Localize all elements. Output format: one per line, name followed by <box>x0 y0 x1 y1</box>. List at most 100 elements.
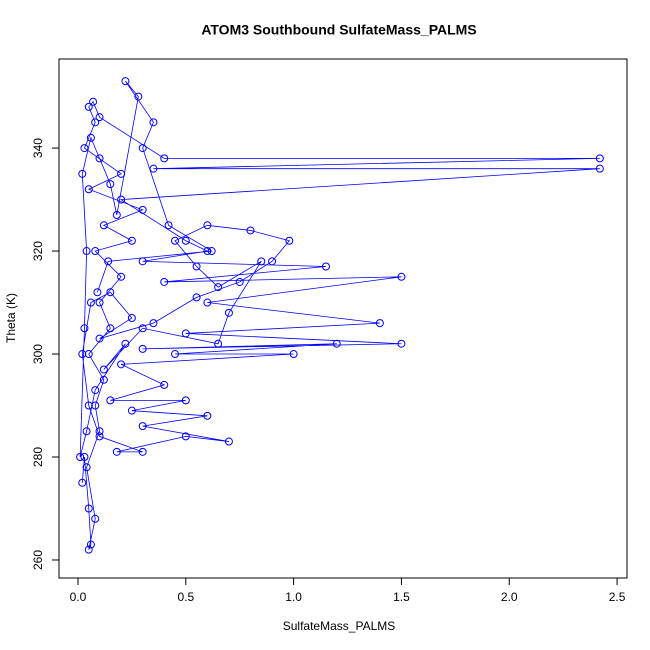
data-point <box>82 427 91 436</box>
data-point <box>134 92 143 101</box>
data-point <box>89 97 98 106</box>
x-tick-label: 2.0 <box>501 590 518 604</box>
data-point <box>127 236 136 245</box>
data-point <box>117 195 126 204</box>
data-point <box>80 324 89 333</box>
data-point <box>181 432 190 441</box>
data-point <box>82 247 91 256</box>
data-point <box>95 113 104 122</box>
data-point <box>192 293 201 302</box>
data-point <box>138 422 147 431</box>
data-point <box>181 396 190 405</box>
data-point <box>91 386 100 395</box>
data-point <box>375 319 384 328</box>
data-point <box>76 453 85 462</box>
data-point <box>192 262 201 271</box>
data-point <box>160 277 169 286</box>
data-point <box>257 257 266 266</box>
y-tick-label: 280 <box>31 447 45 467</box>
plot-frame <box>58 58 628 579</box>
data-point <box>127 406 136 415</box>
data-point <box>95 427 104 436</box>
data-point <box>138 144 147 153</box>
data-point <box>80 453 89 462</box>
data-point <box>117 360 126 369</box>
y-tick-label: 340 <box>31 138 45 158</box>
data-point <box>268 257 277 266</box>
data-point <box>207 247 216 256</box>
data-point <box>91 247 100 256</box>
data-point <box>138 447 147 456</box>
data-point <box>117 272 126 281</box>
data-point <box>78 169 87 178</box>
data-point <box>203 298 212 307</box>
data-point <box>117 169 126 178</box>
data-point <box>397 339 406 348</box>
data-point <box>203 247 212 256</box>
data-point <box>127 313 136 322</box>
x-tick-label: 0.5 <box>177 590 194 604</box>
x-tick-label: 1.5 <box>393 590 410 604</box>
data-point <box>321 262 330 271</box>
data-point <box>224 437 233 446</box>
y-tick-label: 320 <box>31 241 45 261</box>
data-point <box>214 283 223 292</box>
x-axis-label: SulfateMass_PALMS <box>283 619 396 633</box>
data-point <box>84 185 93 194</box>
data-point <box>84 545 93 554</box>
data-point <box>91 401 100 410</box>
data-point <box>95 334 104 343</box>
data-point <box>160 380 169 389</box>
data-point <box>86 540 95 549</box>
data-point <box>99 221 108 230</box>
data-point <box>138 257 147 266</box>
data-point <box>214 339 223 348</box>
data-point <box>91 514 100 523</box>
data-point <box>95 432 104 441</box>
data-point <box>138 205 147 214</box>
data-line <box>79 80 600 550</box>
data-point <box>149 319 158 328</box>
x-tick-label: 2.5 <box>609 590 626 604</box>
data-point <box>121 77 130 86</box>
data-point <box>149 164 158 173</box>
data-point <box>93 288 102 297</box>
data-point <box>95 154 104 163</box>
data-point <box>112 211 121 220</box>
data-point <box>224 308 233 317</box>
data-point <box>289 350 298 359</box>
data-point <box>78 478 87 487</box>
data-point <box>171 350 180 359</box>
data-point <box>86 298 95 307</box>
data-point <box>106 288 115 297</box>
data-point <box>164 221 173 230</box>
data-point <box>246 226 255 235</box>
y-axis-label: Theta (K) <box>4 293 18 343</box>
data-point <box>80 144 89 153</box>
data-point <box>121 339 130 348</box>
data-point <box>106 396 115 405</box>
data-point <box>84 350 93 359</box>
data-point <box>106 324 115 333</box>
data-point <box>138 344 147 353</box>
data-point <box>84 401 93 410</box>
data-point <box>235 277 244 286</box>
x-tick-label: 1.0 <box>285 590 302 604</box>
data-point <box>95 298 104 307</box>
data-point <box>595 154 604 163</box>
data-point <box>397 272 406 281</box>
data-point <box>203 411 212 420</box>
y-tick-label: 300 <box>31 344 45 364</box>
data-point <box>181 236 190 245</box>
data-point <box>91 118 100 127</box>
data-point <box>181 329 190 338</box>
data-point <box>86 133 95 142</box>
data-point <box>106 180 115 189</box>
data-point <box>99 375 108 384</box>
data-point <box>160 154 169 163</box>
data-point <box>78 350 87 359</box>
data-point <box>595 164 604 173</box>
chart-title: ATOM3 Southbound SulfateMass_PALMS <box>201 22 476 38</box>
data-point <box>332 339 341 348</box>
